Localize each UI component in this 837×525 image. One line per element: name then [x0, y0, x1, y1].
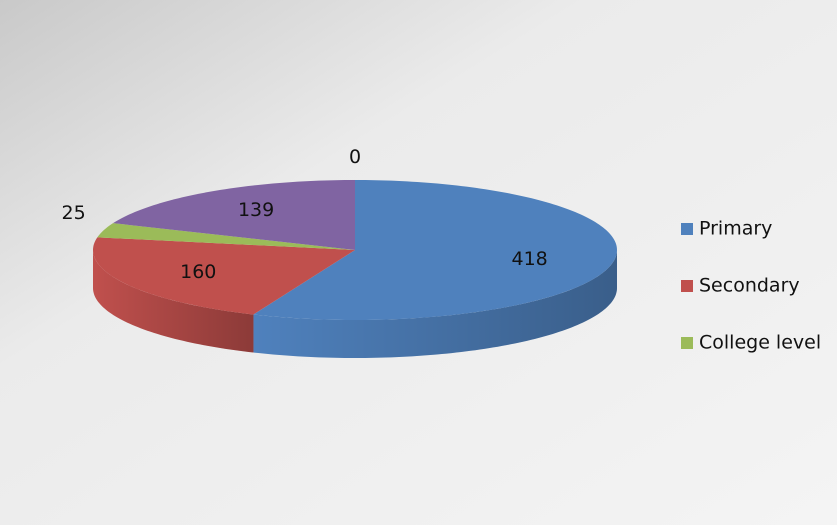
data-label: 160	[180, 261, 216, 283]
legend-swatch	[681, 223, 693, 235]
legend-label: Primary	[699, 218, 772, 240]
legend-swatch	[681, 337, 693, 349]
plot-area: 418 160 25 139 0	[62, 146, 617, 358]
slice-side-shade	[93, 250, 254, 353]
legend-label: Secondary	[699, 275, 800, 297]
legend-swatch	[681, 280, 693, 292]
data-label: 139	[238, 199, 274, 221]
slice	[93, 237, 355, 315]
legend-label: College level	[699, 332, 821, 354]
data-label: 25	[62, 202, 86, 224]
data-label: 0	[349, 146, 361, 168]
data-label: 418	[512, 248, 548, 270]
slice-side-shade	[253, 250, 617, 358]
slice	[113, 180, 355, 250]
slice	[253, 180, 617, 320]
legend: Primary Secondary College level	[681, 218, 821, 354]
slice	[97, 223, 355, 250]
